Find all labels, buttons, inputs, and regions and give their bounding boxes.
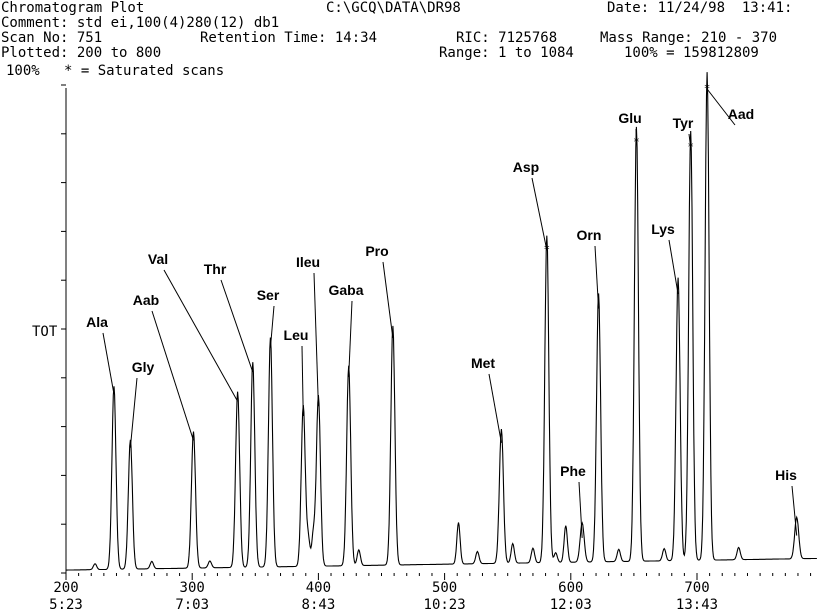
peak-label: Pro: [365, 243, 388, 259]
peak-leader-line: [269, 305, 275, 348]
saturated-marker: *: [704, 82, 711, 95]
peak-label: Asp: [513, 159, 539, 175]
peak-leader-line: [163, 269, 239, 402]
retention-time: Retention Time: 14:34: [200, 30, 378, 46]
peak-leader-line: [531, 177, 548, 251]
x-tick-label-time: 10:23: [424, 597, 466, 613]
peak-label: Ala: [86, 314, 108, 330]
peak-label: Tyr: [673, 115, 694, 131]
comment-line: Comment: std ei,100(4)280(12) db1: [1, 15, 280, 31]
peak-leader-line: [594, 245, 600, 309]
x-tick-label-scan: 300: [180, 580, 205, 596]
peak-leader-line: [313, 272, 319, 407]
scan-number: Scan No: 751: [1, 30, 103, 46]
peak-leader-line: [791, 485, 798, 536]
full-scale-value: 100% = 159812809: [624, 45, 759, 61]
saturated-scans-note: * = Saturated scans: [64, 63, 225, 79]
peak-label: Orn: [577, 227, 602, 243]
x-tick-label-time: 7:03: [175, 597, 209, 613]
peak-label: Gaba: [328, 282, 363, 298]
peak-label: Aad: [728, 106, 754, 122]
file-path: C:\GCQ\DATA\DR98: [326, 0, 461, 16]
peak-label: Val: [148, 251, 168, 267]
peak-label: Thr: [204, 261, 227, 277]
x-tick-label-time: 5:23: [49, 597, 83, 613]
chromatogram-trace: [66, 72, 817, 571]
peak-label: Glu: [618, 110, 641, 126]
x-tick-label-scan: 400: [306, 580, 331, 596]
x-tick-label-scan: 700: [684, 580, 709, 596]
plotted-range: Plotted: 200 to 800: [1, 45, 162, 61]
x-tick-label-time: 8:43: [302, 597, 336, 613]
peak-leader-line: [151, 310, 194, 441]
peak-leader-line: [348, 300, 353, 377]
peak-leader-line: [129, 377, 138, 448]
peak-label: His: [775, 467, 797, 483]
peak-leader-line: [488, 373, 502, 443]
peak-leader-line: [688, 133, 692, 148]
peak-leader-line: [578, 481, 583, 538]
x-tick-label-scan: 600: [558, 580, 583, 596]
peak-leader-line: [382, 261, 394, 338]
mass-range: Mass Range: 210 - 370: [600, 30, 778, 46]
x-tick-label-scan: 200: [53, 580, 78, 596]
peak-label: Phe: [560, 463, 586, 479]
peak-label: Gly: [132, 359, 155, 375]
x-tick-label-scan: 500: [432, 580, 457, 596]
peak-label: Met: [471, 355, 495, 371]
peak-label: Leu: [284, 327, 309, 343]
peak-label: Ser: [257, 287, 280, 303]
peak-leader-line: [102, 332, 115, 395]
peak-leader-line: [220, 279, 254, 373]
ric-value: RIC: 7125768: [456, 30, 558, 46]
scan-range: Range: 1 to 1084: [439, 45, 574, 61]
percent-label: 100%: [6, 63, 40, 79]
peak-label: Lys: [651, 221, 675, 237]
peak-label: Ileu: [296, 254, 320, 270]
date-time: Date: 11/24/98 13:41:: [607, 0, 793, 16]
peak-label: Aab: [133, 292, 159, 308]
x-tick-label-time: 12:03: [550, 597, 592, 613]
x-tick-label-time: 13:43: [676, 597, 718, 613]
y-axis-label: TOT: [32, 324, 58, 340]
peak-leader-line: [668, 239, 679, 295]
peak-leader-line: [301, 345, 304, 416]
chart-title: Chromatogram Plot: [1, 0, 145, 16]
peak-leader-line: [706, 88, 736, 126]
